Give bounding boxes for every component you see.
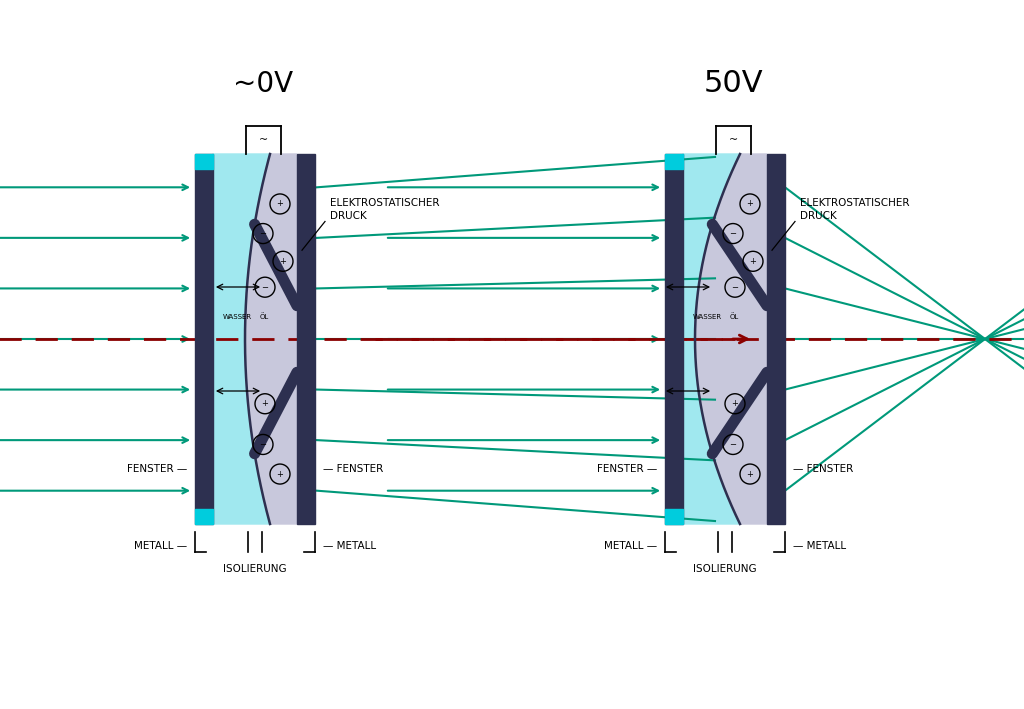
- Polygon shape: [213, 154, 270, 524]
- Text: ELEKTROSTATISCHER
DRUCK: ELEKTROSTATISCHER DRUCK: [330, 199, 439, 220]
- Bar: [195, 154, 213, 524]
- Text: ~: ~: [258, 135, 267, 145]
- Polygon shape: [695, 154, 767, 524]
- Polygon shape: [683, 154, 740, 524]
- Text: +: +: [276, 469, 284, 479]
- Text: — METALL: — METALL: [793, 541, 846, 551]
- Text: −: −: [259, 229, 266, 238]
- Text: FENSTER —: FENSTER —: [127, 464, 187, 474]
- Bar: [195, 508, 213, 524]
- Text: — METALL: — METALL: [323, 541, 376, 551]
- Text: ELEKTROSTATISCHER
DRUCK: ELEKTROSTATISCHER DRUCK: [800, 199, 909, 220]
- Text: ~0V: ~0V: [232, 70, 293, 98]
- Text: FENSTER —: FENSTER —: [597, 464, 657, 474]
- Text: METALL —: METALL —: [134, 541, 187, 551]
- Text: ÖL: ÖL: [260, 313, 269, 320]
- Text: −: −: [729, 229, 736, 238]
- Text: +: +: [261, 399, 268, 408]
- Bar: [297, 154, 315, 524]
- Text: +: +: [276, 199, 284, 208]
- Text: +: +: [731, 399, 738, 408]
- Text: −: −: [731, 283, 738, 291]
- Text: −: −: [261, 283, 268, 291]
- Text: METALL —: METALL —: [604, 541, 657, 551]
- Text: ISOLIERUNG: ISOLIERUNG: [693, 564, 757, 574]
- Text: −: −: [259, 440, 266, 449]
- Text: −: −: [729, 440, 736, 449]
- Text: +: +: [746, 199, 754, 208]
- Text: WASSER: WASSER: [223, 314, 252, 320]
- Bar: [665, 154, 683, 524]
- Text: +: +: [750, 257, 757, 266]
- Text: +: +: [746, 469, 754, 479]
- Text: ÖL: ÖL: [730, 313, 739, 320]
- Text: +: +: [280, 257, 287, 266]
- Text: WASSER: WASSER: [693, 314, 722, 320]
- Bar: [195, 154, 213, 169]
- Text: — FENSTER: — FENSTER: [323, 464, 383, 474]
- Bar: [665, 508, 683, 524]
- Text: ISOLIERUNG: ISOLIERUNG: [223, 564, 287, 574]
- Polygon shape: [245, 154, 297, 524]
- Text: 50V: 50V: [703, 69, 763, 98]
- Text: — FENSTER: — FENSTER: [793, 464, 853, 474]
- Bar: [665, 154, 683, 169]
- Text: ~: ~: [728, 135, 737, 145]
- Bar: [767, 154, 785, 524]
